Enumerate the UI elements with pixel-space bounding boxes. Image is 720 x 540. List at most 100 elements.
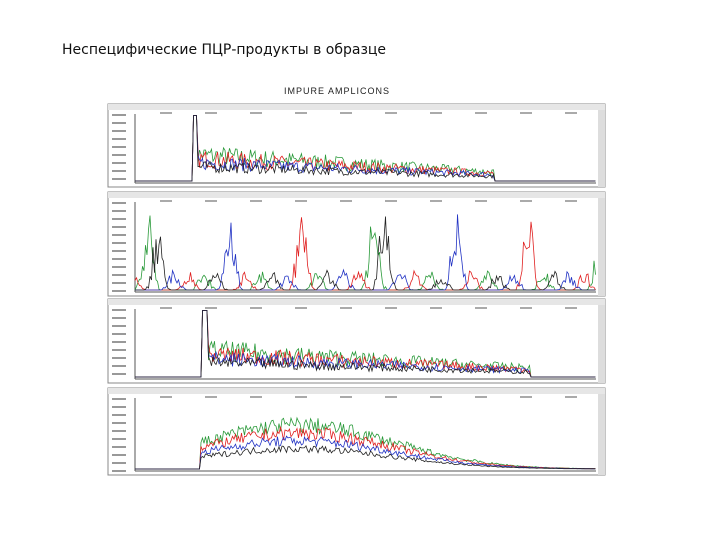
scale-label [565, 112, 577, 114]
axis-label [112, 333, 126, 335]
scale-label [205, 200, 217, 202]
axis-label [112, 454, 126, 456]
scale-label [520, 307, 532, 309]
scale-label [340, 200, 352, 202]
scale-label [565, 307, 577, 309]
axis-label [112, 234, 126, 236]
axis-label [112, 250, 126, 252]
scale-label [160, 112, 172, 114]
axis-label [112, 210, 126, 212]
axis-label [112, 446, 126, 448]
slide-title: Неспецифические ПЦР-продукты в образце [62, 42, 387, 58]
axis-label [112, 202, 126, 204]
trace [135, 425, 596, 470]
scale-label [520, 200, 532, 202]
trace [135, 216, 596, 291]
trace [135, 115, 596, 182]
panel-header [108, 388, 605, 394]
axis-label [112, 242, 126, 244]
axis-label [112, 258, 126, 260]
figure-caption: IMPURE AMPLICONS [284, 86, 390, 96]
axis-label [112, 274, 126, 276]
scale-label [430, 200, 442, 202]
trace [135, 444, 596, 470]
scale-label [475, 307, 487, 309]
scale-label [205, 112, 217, 114]
axis-label [112, 309, 126, 311]
scale-label [250, 112, 262, 114]
axis-label [112, 414, 126, 416]
trace [135, 310, 596, 378]
axis-label [112, 154, 126, 156]
axis-label [112, 398, 126, 400]
axis-label [112, 138, 126, 140]
axis-label [112, 430, 126, 432]
axis-label [112, 365, 126, 367]
scale-label [295, 396, 307, 398]
axis-label [112, 226, 126, 228]
scale-label [475, 396, 487, 398]
scale-label [385, 307, 397, 309]
scale-label [520, 396, 532, 398]
scale-label [295, 307, 307, 309]
axis-label [112, 341, 126, 343]
axis-label [112, 349, 126, 351]
axis-label [112, 114, 126, 116]
panel-header [108, 192, 605, 198]
panel-side [598, 110, 605, 187]
scale-label [565, 200, 577, 202]
axis-label [112, 178, 126, 180]
panel-frame [107, 191, 606, 297]
scale-label [160, 396, 172, 398]
scale-label [295, 112, 307, 114]
scale-label [205, 396, 217, 398]
scale-label [475, 200, 487, 202]
axis-label [112, 317, 126, 319]
scale-label [160, 200, 172, 202]
scale-label [340, 112, 352, 114]
axis-label [112, 122, 126, 124]
axis-label [112, 162, 126, 164]
axis-label [112, 406, 126, 408]
axis-label [112, 170, 126, 172]
axis-label [112, 266, 126, 268]
axis-label [112, 462, 126, 464]
trace [135, 416, 596, 470]
trace [135, 310, 596, 378]
axis-label [112, 438, 126, 440]
scale-label [250, 307, 262, 309]
panel-header [108, 299, 605, 305]
scale-label [250, 200, 262, 202]
panel-side [598, 305, 605, 383]
axis-label [112, 290, 126, 292]
scale-label [430, 112, 442, 114]
scale-label [520, 112, 532, 114]
panel-frame [107, 103, 606, 188]
scale-label [340, 307, 352, 309]
scale-label [295, 200, 307, 202]
axis-label [112, 282, 126, 284]
axis-label [112, 218, 126, 220]
axis-label [112, 373, 126, 375]
scale-label [160, 307, 172, 309]
scale-label [205, 307, 217, 309]
scale-label [475, 112, 487, 114]
scale-label [385, 200, 397, 202]
scale-label [385, 396, 397, 398]
scale-label [340, 396, 352, 398]
panel-header [108, 104, 605, 110]
axis-label [112, 357, 126, 359]
axis-label [112, 422, 126, 424]
scale-label [250, 396, 262, 398]
scale-label [430, 396, 442, 398]
axis-label [112, 470, 126, 472]
trace [135, 435, 596, 470]
axis-label [112, 130, 126, 132]
scale-label [430, 307, 442, 309]
panel-side [598, 394, 605, 475]
axis-label [112, 325, 126, 327]
panel-frame [107, 387, 606, 476]
axis-label [112, 146, 126, 148]
